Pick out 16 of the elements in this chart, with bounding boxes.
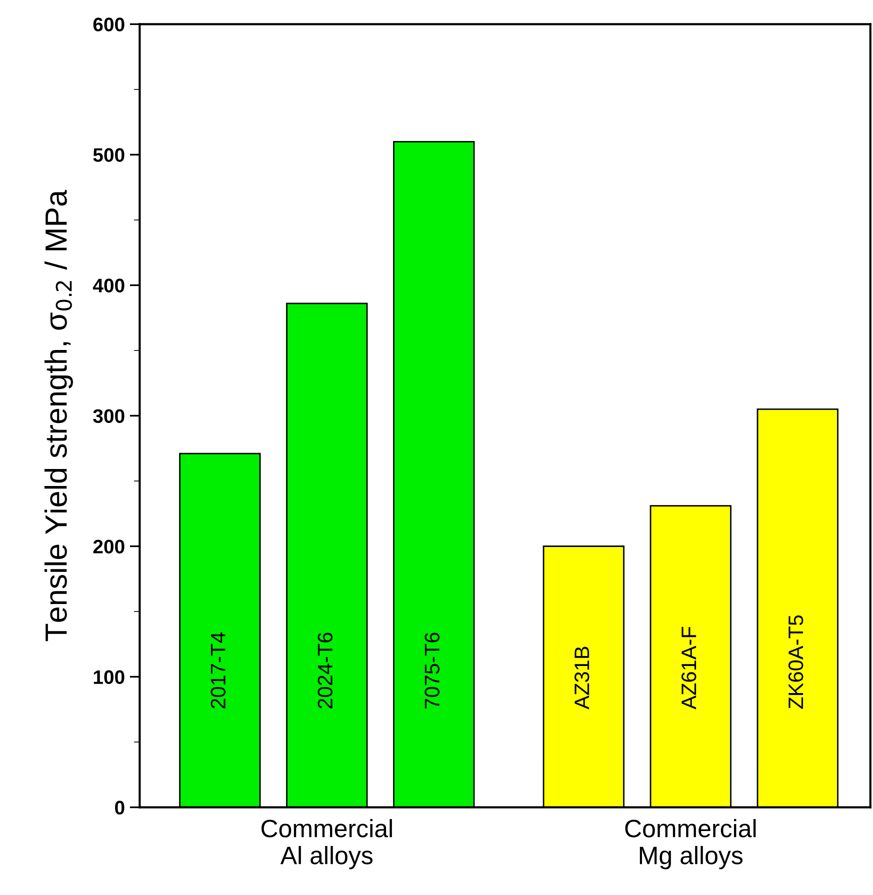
text: Commercial Al alloys [262, 819, 392, 870]
x-tick-label: 2017-T4 [210, 632, 226, 708]
y-tick-label: 200 [93, 540, 124, 554]
y-tick-label: 600 [93, 18, 124, 32]
x-tick-label: AZ61A-F [681, 626, 696, 710]
x-tick-label: 2024-T6 [318, 632, 332, 708]
x-tick-label: ZK60A-T5 [788, 615, 804, 709]
y-tick-label: 100 [94, 670, 124, 684]
y-tick-label: 300 [93, 409, 124, 423]
x-tick-label: AZ31B [574, 646, 590, 710]
y-tick-label: 400 [92, 278, 124, 292]
x-tick-label: 7075-T6 [424, 632, 440, 708]
y-tick-label: 500 [93, 148, 124, 162]
y-tick-label: 0 [115, 800, 124, 815]
text: Commercial Mg alloys [625, 819, 756, 870]
y-axis-title: Tensile Yield strength, σ$_{0.2}$ / MPa [44, 190, 73, 642]
